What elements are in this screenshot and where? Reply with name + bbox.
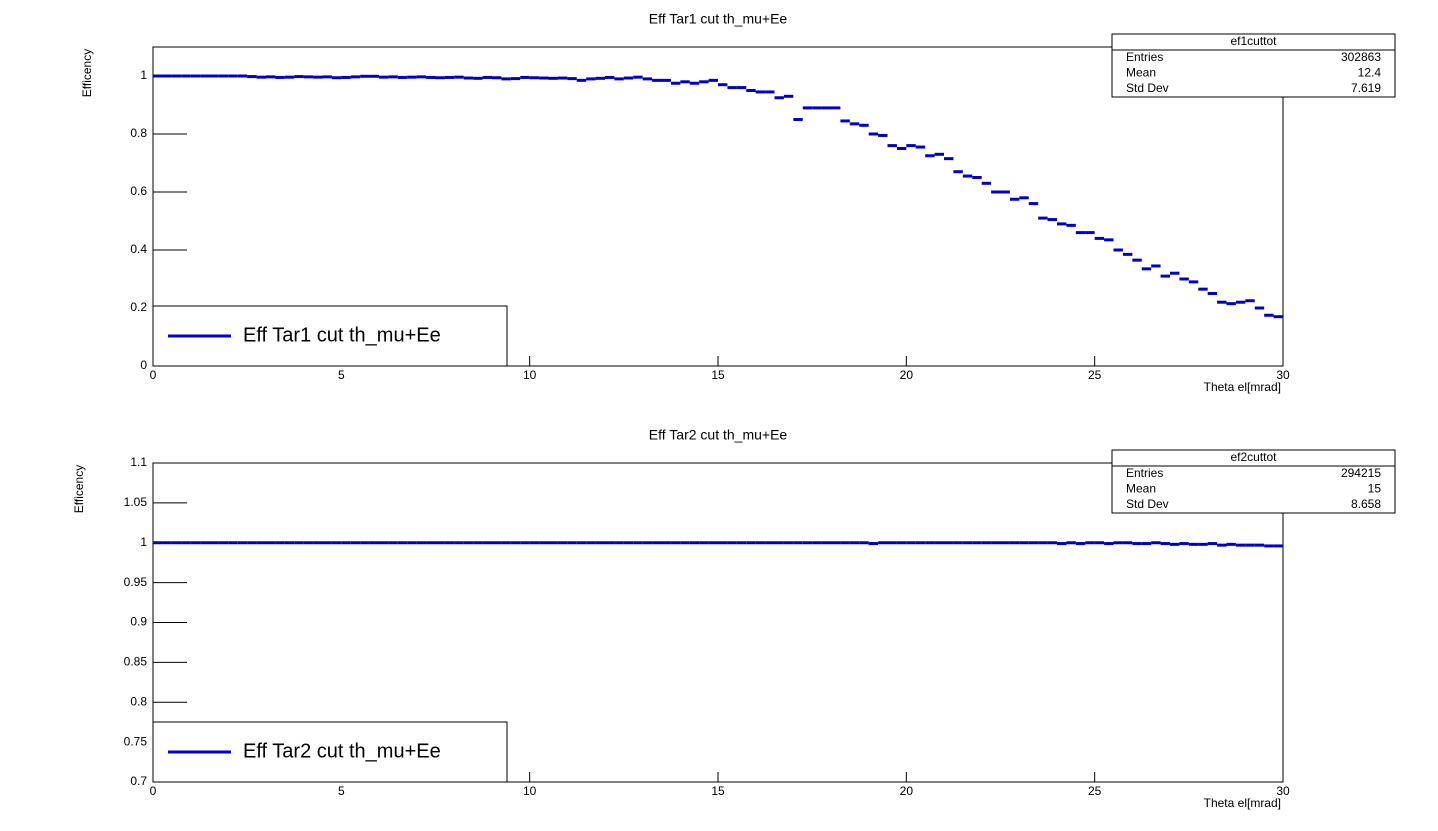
y-tick-label: 0.2 — [130, 300, 147, 314]
y-tick-label: 0.7 — [130, 774, 147, 788]
stats-value: 8.658 — [1351, 497, 1381, 511]
stats-label: Std Dev — [1126, 497, 1169, 511]
x-tick-label: 15 — [711, 368, 725, 382]
y-axis-label: Efficency — [80, 49, 94, 97]
y-tick-label: 0.8 — [130, 126, 147, 140]
stats-title: ef1cuttot — [1230, 34, 1277, 48]
y-tick-label: 0 — [140, 358, 147, 372]
x-axis-label: Theta el[mrad] — [1204, 796, 1281, 810]
x-tick-label: 20 — [900, 368, 914, 382]
y-tick-label: 0.85 — [124, 655, 148, 669]
y-tick-label: 0.4 — [130, 242, 147, 256]
x-tick-label: 30 — [1276, 368, 1290, 382]
stats-box — [1111, 449, 1396, 514]
x-axis-label: Theta el[mrad] — [1204, 380, 1281, 394]
stats-value: 302863 — [1341, 50, 1381, 64]
y-axis-label: Efficency — [72, 465, 86, 513]
stats-value: 15 — [1368, 482, 1382, 496]
y-tick-label: 1 — [140, 68, 147, 82]
chart-title: Eff Tar2 cut th_mu+Ee — [649, 427, 788, 443]
x-tick-label: 0 — [150, 784, 157, 798]
y-tick-label: 0.95 — [124, 575, 148, 589]
x-tick-label: 25 — [1088, 784, 1102, 798]
x-tick-label: 5 — [338, 368, 345, 382]
stats-label: Mean — [1126, 66, 1156, 80]
stats-value: 294215 — [1341, 466, 1381, 480]
x-tick-label: 25 — [1088, 368, 1102, 382]
x-tick-label: 30 — [1276, 784, 1290, 798]
stats-label: Entries — [1126, 50, 1163, 64]
x-tick-label: 15 — [711, 784, 725, 798]
y-tick-label: 1.1 — [130, 455, 147, 469]
y-tick-label: 0.9 — [130, 615, 147, 629]
stats-value: 7.619 — [1351, 81, 1381, 95]
x-tick-label: 10 — [523, 368, 537, 382]
x-tick-label: 20 — [900, 784, 914, 798]
y-tick-label: 0.6 — [130, 184, 147, 198]
y-tick-label: 0.8 — [130, 694, 147, 708]
x-tick-label: 0 — [150, 368, 157, 382]
legend-label: Eff Tar2 cut th_mu+Ee — [243, 740, 441, 762]
stats-label: Mean — [1126, 482, 1156, 496]
stats-label: Std Dev — [1126, 81, 1169, 95]
x-tick-label: 5 — [338, 784, 345, 798]
legend-label: Eff Tar1 cut th_mu+Ee — [243, 324, 441, 346]
y-tick-label: 1 — [140, 535, 147, 549]
stats-box — [1111, 33, 1396, 98]
stats-value: 12.4 — [1358, 66, 1382, 80]
stats-label: Entries — [1126, 466, 1163, 480]
stats-title: ef2cuttot — [1230, 450, 1277, 464]
y-tick-label: 0.75 — [124, 734, 148, 748]
y-tick-label: 1.05 — [124, 495, 148, 509]
x-tick-label: 10 — [523, 784, 537, 798]
chart-title: Eff Tar1 cut th_mu+Ee — [649, 11, 788, 27]
